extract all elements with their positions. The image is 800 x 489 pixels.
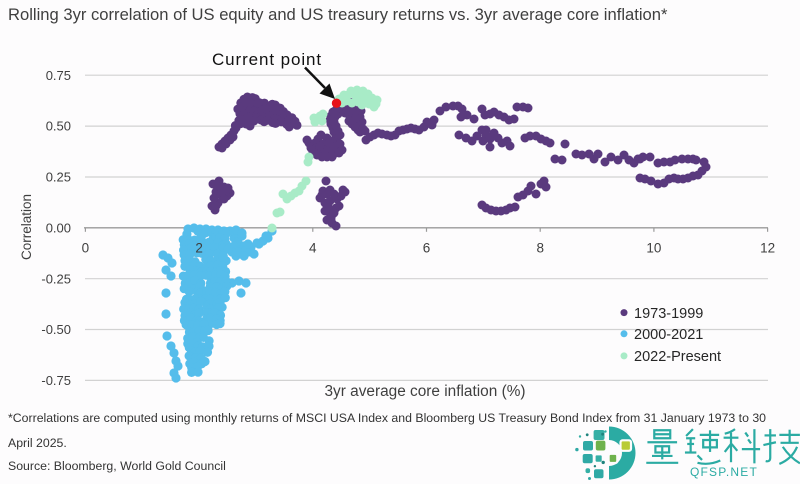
svg-text:3yr average core inflation (%): 3yr average core inflation (%) [324, 383, 525, 400]
svg-text:Current point: Current point [212, 50, 322, 69]
svg-text:2: 2 [195, 240, 203, 255]
svg-text:Rolling 3yr correlation of US: Rolling 3yr correlation of US equity and… [8, 5, 668, 24]
svg-text:1973-1999: 1973-1999 [634, 306, 703, 322]
svg-text:April 2025.: April 2025. [8, 436, 67, 450]
svg-text:0.50: 0.50 [46, 119, 71, 134]
svg-text:*Correlations are computed usi: *Correlations are computed using monthly… [8, 411, 766, 425]
svg-text:2022-Present: 2022-Present [634, 349, 721, 365]
svg-text:0.00: 0.00 [46, 220, 71, 235]
svg-text:Source: Bloomberg, World Gold: Source: Bloomberg, World Gold Council [8, 459, 226, 473]
svg-text:6: 6 [423, 240, 431, 255]
svg-text:-0.75: -0.75 [41, 373, 71, 388]
svg-text:Correlation: Correlation [19, 194, 34, 260]
svg-text:8: 8 [536, 240, 544, 255]
svg-text:QFSP.NET: QFSP.NET [690, 465, 758, 479]
svg-text:0: 0 [82, 240, 90, 255]
svg-text:10: 10 [646, 240, 661, 255]
svg-text:0.75: 0.75 [46, 68, 71, 83]
svg-text:2000-2021: 2000-2021 [634, 327, 703, 343]
svg-text:0.25: 0.25 [46, 170, 71, 185]
svg-text:12: 12 [760, 240, 775, 255]
svg-text:-0.50: -0.50 [41, 322, 71, 337]
svg-text:4: 4 [309, 240, 317, 255]
svg-text:-0.25: -0.25 [41, 271, 71, 286]
